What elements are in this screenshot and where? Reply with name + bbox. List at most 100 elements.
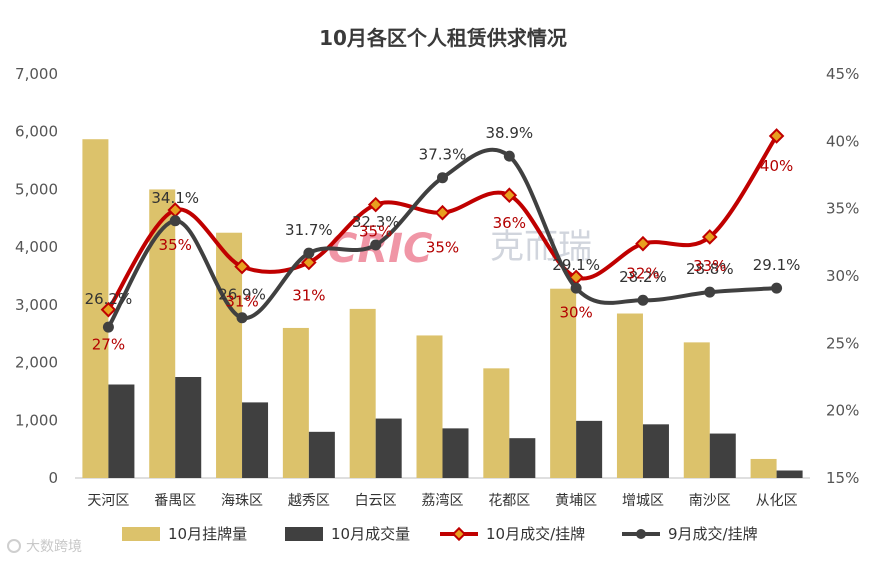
data-label: 32% xyxy=(626,265,659,283)
right-axis-tick-label: 35% xyxy=(826,200,859,218)
category-label: 荔湾区 xyxy=(422,492,464,509)
bar xyxy=(375,418,402,478)
legend-label: 9月成交/挂牌 xyxy=(668,525,758,543)
data-label: 38.9% xyxy=(485,124,533,142)
data-label: 35% xyxy=(426,239,459,257)
legend-marker xyxy=(451,526,467,542)
series-marker xyxy=(303,247,315,259)
corner-logo-icon xyxy=(7,539,21,553)
category-label: 白云区 xyxy=(355,493,397,509)
data-label: 32.3% xyxy=(352,213,400,231)
legend-label: 10月挂牌量 xyxy=(168,525,247,543)
bar xyxy=(308,431,335,478)
series-marker xyxy=(570,282,582,294)
series-marker xyxy=(370,239,382,251)
data-label: 31% xyxy=(225,293,258,311)
right-axis-tick-label: 40% xyxy=(826,132,859,150)
series-marker xyxy=(768,128,785,144)
data-label: 30% xyxy=(559,303,592,321)
data-label: 36% xyxy=(493,214,526,232)
data-label: 31.7% xyxy=(285,221,333,239)
left-axis-tick-label: 7,000 xyxy=(15,65,58,83)
legend-label: 10月成交量 xyxy=(331,525,410,543)
series-marker xyxy=(434,204,451,221)
category-label: 黄埔区 xyxy=(555,492,597,509)
right-axis-tick-label: 45% xyxy=(826,65,859,83)
bar xyxy=(683,342,710,478)
series-marker xyxy=(367,196,384,213)
bar xyxy=(108,384,135,478)
data-label: 40% xyxy=(760,157,793,175)
bar xyxy=(175,377,202,478)
series-marker xyxy=(503,150,515,162)
category-label: 南沙区 xyxy=(689,493,731,509)
category-label: 番禺区 xyxy=(154,493,196,509)
series-marker xyxy=(167,202,184,218)
bar xyxy=(483,368,510,478)
series-marker xyxy=(704,286,716,298)
data-label: 28.8% xyxy=(686,260,734,278)
left-axis-tick-label: 6,000 xyxy=(15,123,58,141)
category-label: 海珠区 xyxy=(221,493,263,509)
bar xyxy=(442,428,469,478)
series-marker xyxy=(301,254,317,271)
series-marker xyxy=(701,229,718,245)
legend-swatch xyxy=(285,527,323,541)
data-label: 29.1% xyxy=(753,256,801,274)
category-label: 从化区 xyxy=(756,493,798,509)
series-marker xyxy=(501,187,518,203)
bar xyxy=(776,470,803,478)
bar xyxy=(216,232,243,478)
data-label: 29.1% xyxy=(552,256,600,274)
legend-label: 10月成交/挂牌 xyxy=(486,525,585,543)
category-label: 增城区 xyxy=(622,493,664,509)
series-marker xyxy=(236,312,248,324)
right-axis-tick-label: 15% xyxy=(826,469,859,487)
data-label: 26.9% xyxy=(218,286,266,304)
category-label: 越秀区 xyxy=(288,493,330,509)
data-label: 27% xyxy=(92,336,125,354)
data-label: 34.1% xyxy=(151,189,199,207)
data-label: 26.2% xyxy=(85,290,133,308)
lines xyxy=(100,128,785,333)
corner-mark-text: 大数跨境 xyxy=(26,539,82,555)
right-axis-tick-label: 30% xyxy=(826,267,859,285)
series-marker xyxy=(771,282,783,294)
bar xyxy=(750,458,777,478)
data-label: 28.2% xyxy=(619,268,667,286)
category-label: 天河区 xyxy=(87,493,129,509)
data-label: 35% xyxy=(359,223,392,241)
series-marker xyxy=(568,269,584,286)
left-axis-tick-label: 4,000 xyxy=(15,238,58,256)
data-label: 37.3% xyxy=(419,146,467,164)
bar xyxy=(242,402,269,478)
axes: 0 1,000 2,000 3,000 4,000 5,000 6,000 7,000 15% 2… xyxy=(15,65,859,509)
left-axis-tick-label: 0 xyxy=(48,469,58,487)
bar xyxy=(550,288,577,478)
left-axis-tick-label: 2,000 xyxy=(15,354,58,372)
data-label: 35% xyxy=(159,236,192,254)
series-marker xyxy=(100,301,117,318)
bars xyxy=(82,139,803,478)
bar xyxy=(642,424,669,478)
series-marker xyxy=(637,294,649,306)
bar xyxy=(576,420,603,478)
corner-mark: 大数跨境 xyxy=(7,539,82,555)
left-axis-tick-label: 3,000 xyxy=(15,296,58,314)
bar xyxy=(349,308,376,478)
legend-swatch xyxy=(122,527,160,541)
category-label: 花都区 xyxy=(488,493,530,509)
legend: 10月挂牌量 10月成交量 10月成交/挂牌 9月成交/挂牌 xyxy=(122,525,758,543)
series-marker xyxy=(635,235,651,252)
right-axis-tick-label: 20% xyxy=(826,402,859,420)
data-labels: 26.2% 34.1% 26.9% 31.7% 32.3% 37.3% 38.9% 29.1%… xyxy=(85,124,801,354)
series-marker xyxy=(437,172,448,184)
bar xyxy=(416,335,443,478)
data-label: 31% xyxy=(292,287,325,305)
chart-title: 10月各区个人租赁供求情况 xyxy=(319,26,567,50)
left-axis-tick-label: 5,000 xyxy=(15,180,58,198)
left-axis-tick-label: 1,000 xyxy=(15,411,58,429)
data-label: 33% xyxy=(693,257,726,275)
series-marker xyxy=(169,215,181,227)
